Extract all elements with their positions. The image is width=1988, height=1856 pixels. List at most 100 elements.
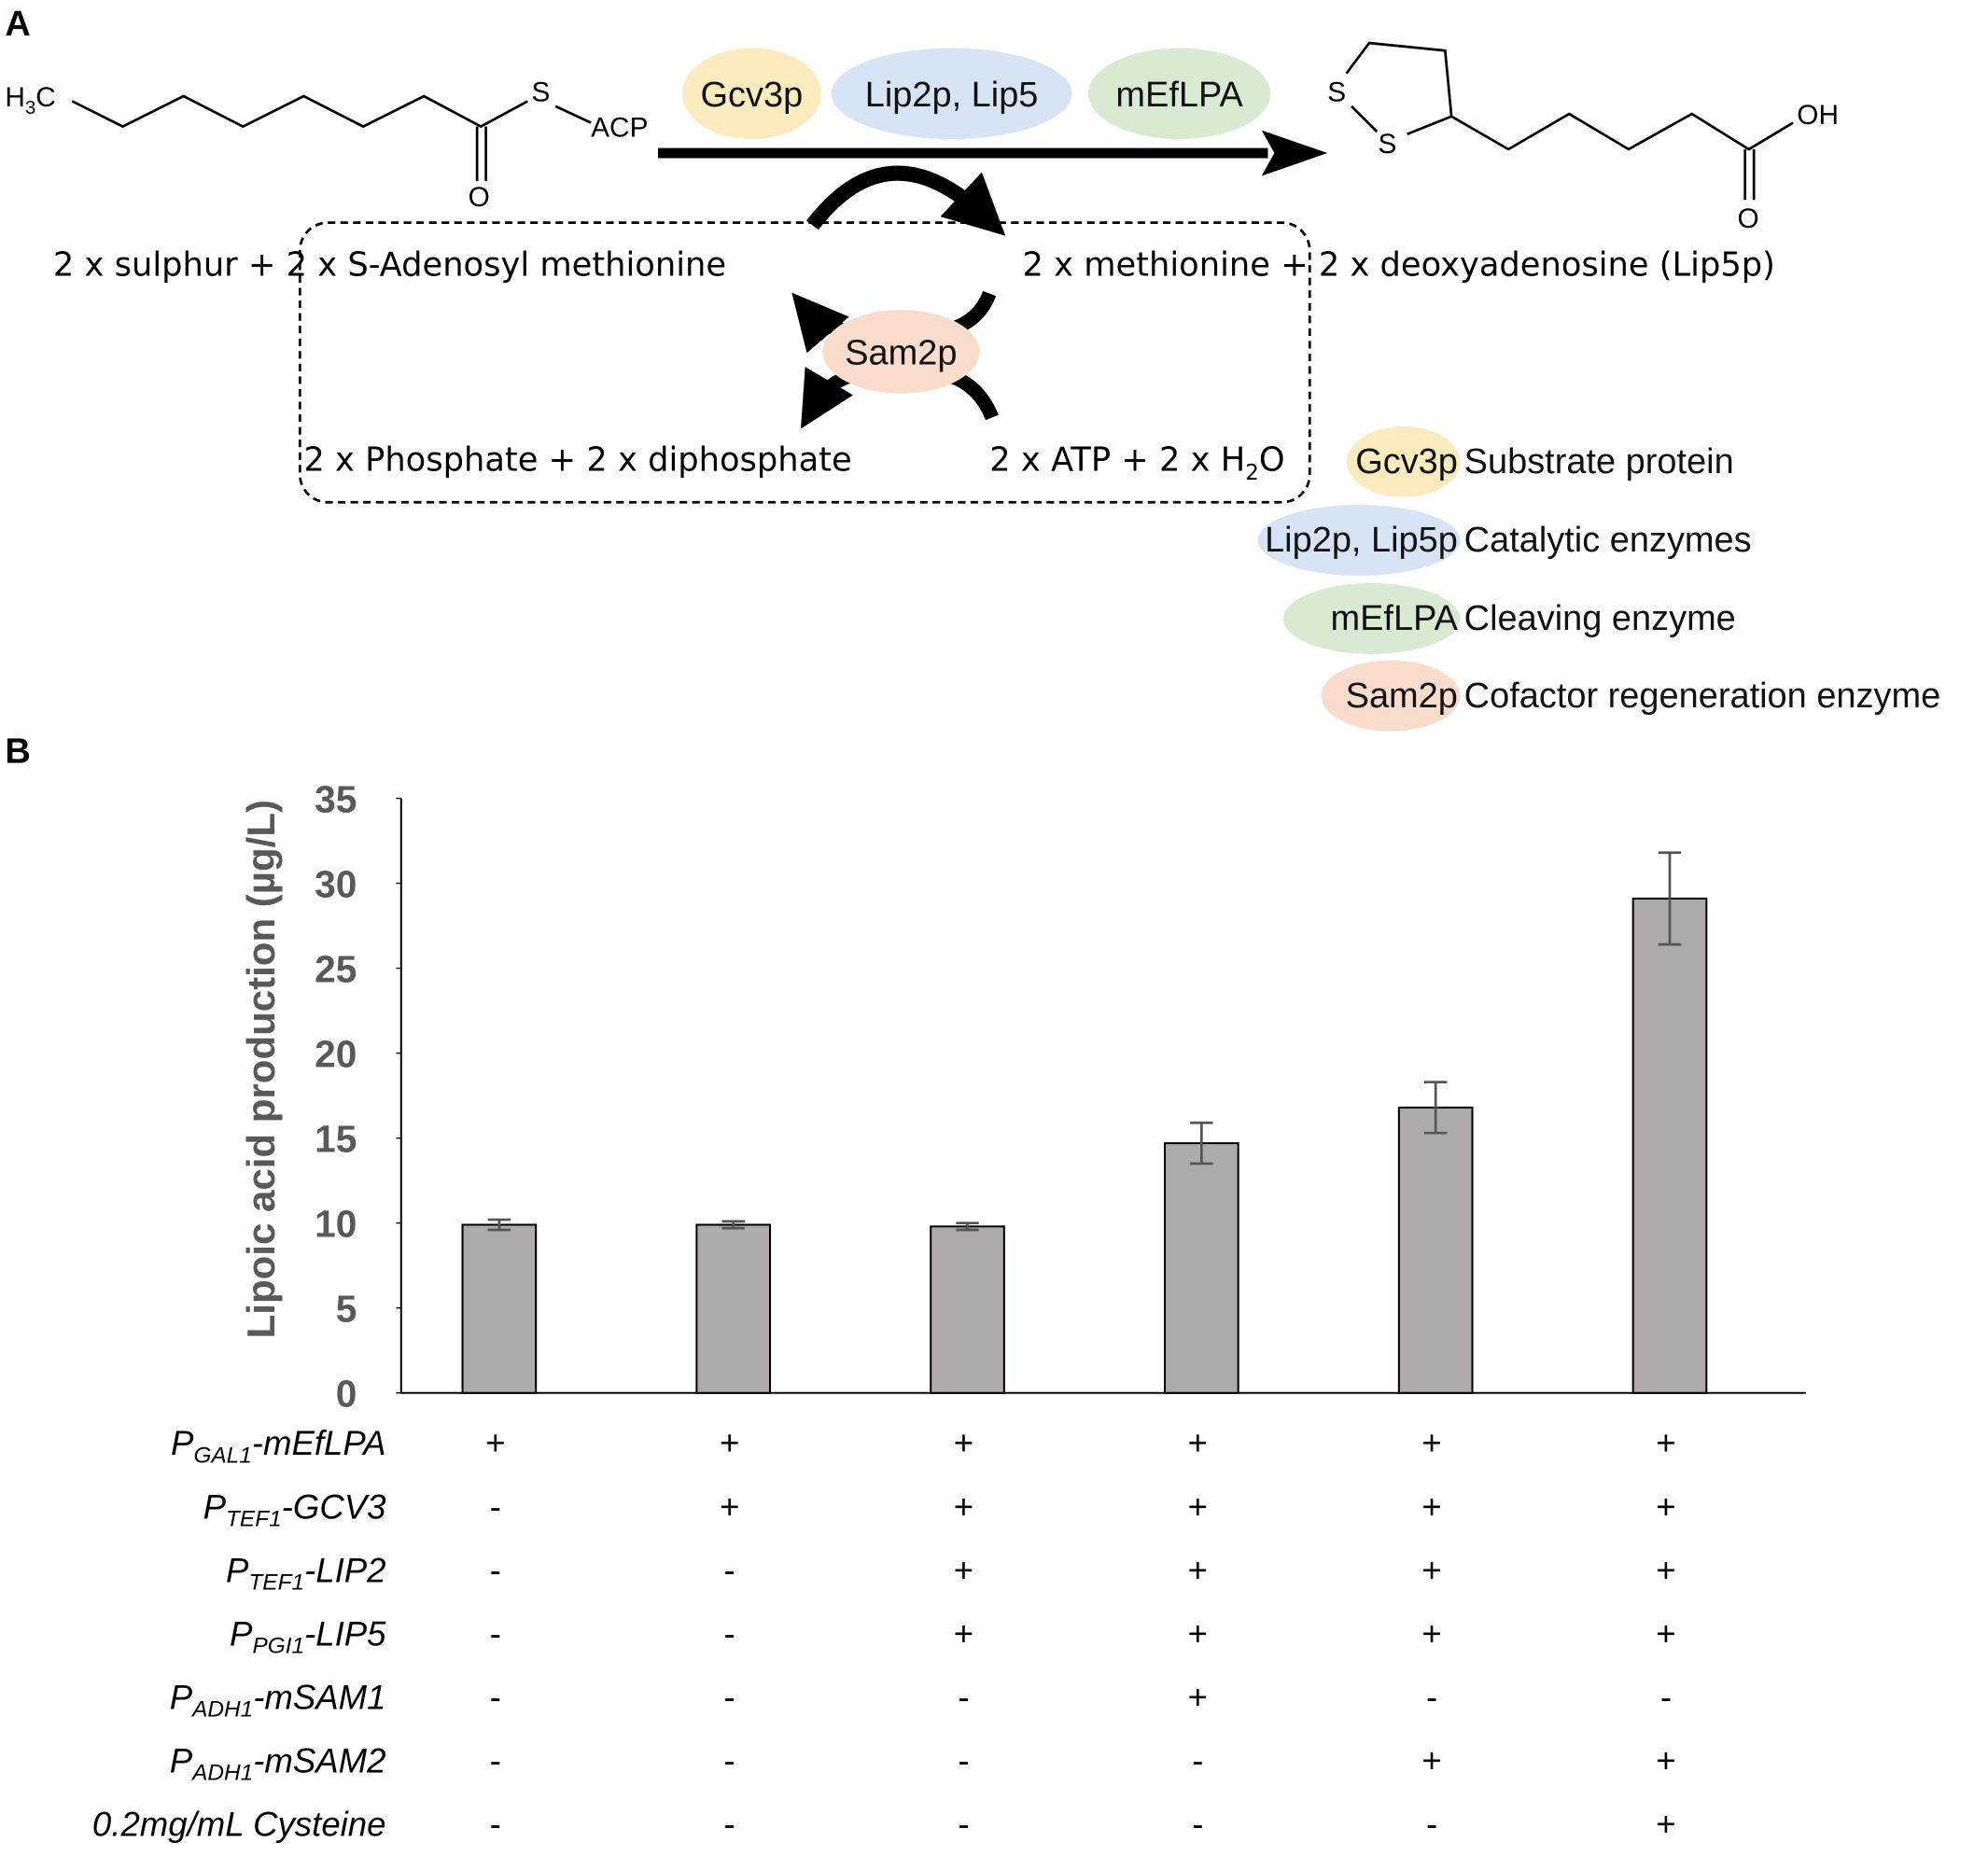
y-tick-label: 20: [315, 1033, 357, 1076]
bar: [1397, 1106, 1474, 1394]
condition-gene: 0.2mg/mL Cysteine: [92, 1806, 386, 1844]
condition-sign: -: [724, 1742, 735, 1780]
condition-prefix: P: [170, 1678, 193, 1716]
condition-sign: +: [1656, 1487, 1675, 1526]
y-tick-label: 30: [315, 862, 357, 905]
enzyme-label: Gcv3p: [701, 76, 804, 115]
substrate-structure: [71, 94, 592, 181]
condition-gene: -LIP2: [304, 1551, 385, 1589]
condition-sign: -: [1426, 1806, 1437, 1844]
condition-prefix: P: [226, 1551, 249, 1589]
condition-sign: -: [724, 1551, 735, 1589]
error-bar: [721, 1220, 745, 1230]
condition-gene: -mSAM1: [253, 1678, 385, 1716]
condition-label: PGAL1-mEfLPA: [171, 1424, 385, 1468]
curved-arrow: [805, 165, 1006, 236]
bar-chart: B Lipoic acid production (µg/L) 0 5 10 15 20…: [5, 733, 1806, 1844]
condition-sign: +: [1656, 1614, 1675, 1653]
condition-label: PTEF1-LIP2: [226, 1551, 386, 1595]
condition-sign: -: [958, 1678, 969, 1716]
condition-sign: -: [490, 1806, 501, 1844]
condition-prefix: P: [230, 1614, 253, 1653]
condition-sign: -: [490, 1742, 501, 1780]
legend-enzyme: mEfLPA: [1331, 599, 1459, 638]
panel-label: A: [5, 5, 30, 44]
legend: Gcv3p Substrate protein Lip2p, Lip5p Cataly…: [1257, 426, 1940, 732]
condition-sign: +: [485, 1424, 505, 1462]
enzyme-label: mEfLPA: [1115, 76, 1243, 115]
panel-label: B: [5, 733, 30, 772]
product-s1: S: [1327, 77, 1346, 107]
condition-sign: +: [1188, 1487, 1208, 1526]
regen-left: 2 x Phosphate + 2 x diphosphate: [303, 440, 851, 479]
condition-prefix: P: [171, 1424, 194, 1462]
condition-sign: +: [1421, 1424, 1441, 1462]
condition-sign: -: [490, 1678, 501, 1716]
bar: [1631, 897, 1708, 1394]
enzyme-bubble: [822, 310, 980, 394]
substrate-s: S: [531, 77, 550, 107]
condition-sign: -: [958, 1742, 969, 1780]
condition-sign: +: [720, 1424, 739, 1462]
legend-swatch: [1346, 426, 1461, 497]
condition-sign: -: [724, 1614, 735, 1653]
y-axis-label: Lipoic acid production (µg/L): [239, 800, 283, 1338]
condition-sign: -: [724, 1678, 735, 1716]
condition-sign: +: [1656, 1424, 1675, 1462]
condition-sign: +: [1188, 1424, 1208, 1462]
product-o: O: [1738, 203, 1759, 234]
enzyme-label: Sam2p: [845, 333, 957, 372]
condition-sign: +: [1421, 1614, 1441, 1653]
condition-sub: GAL1: [193, 1443, 251, 1468]
legend-enzyme: Sam2p: [1346, 677, 1458, 716]
condition-gene: -mEfLPA: [252, 1424, 386, 1462]
condition-sign: -: [1192, 1806, 1203, 1844]
enzyme-bubble: [1088, 48, 1271, 140]
condition-sign: +: [954, 1551, 973, 1589]
condition-sign: +: [1188, 1614, 1208, 1653]
condition-sign: +: [1656, 1551, 1675, 1589]
condition-sign: +: [1656, 1742, 1675, 1780]
legend-enzyme: Gcv3p: [1355, 442, 1458, 481]
legend-role: Substrate protein: [1464, 442, 1734, 481]
condition-gene: -GCV3: [282, 1487, 386, 1526]
condition-sub: ADH1: [190, 1761, 253, 1786]
y-tick-label: 10: [315, 1203, 357, 1246]
substrate-h3c: H3C: [5, 82, 55, 119]
substrate-acp: ACP: [591, 112, 648, 143]
legend-swatch: [1321, 660, 1461, 732]
y-tick-label: 5: [336, 1288, 357, 1331]
condition-gene: -LIP5: [304, 1614, 386, 1653]
condition-sub: TEF1: [248, 1570, 304, 1595]
condition-sub: ADH1: [190, 1697, 253, 1723]
condition-sign: +: [720, 1487, 739, 1526]
y-tick-label: 0: [336, 1373, 357, 1416]
condition-prefix: P: [170, 1742, 193, 1780]
condition-prefix: P: [203, 1487, 227, 1526]
condition-sign: +: [1656, 1806, 1675, 1844]
product-s2: S: [1378, 129, 1396, 160]
enzyme-bubble: [831, 48, 1072, 140]
bar: [1164, 1142, 1239, 1394]
bar: [695, 1223, 772, 1394]
condition-sign: -: [1192, 1742, 1203, 1780]
arrowhead: [1261, 130, 1328, 176]
condition-label: PADH1-mSAM2: [170, 1742, 386, 1786]
condition-gene: -mSAM2: [253, 1742, 385, 1780]
legend-role: Catalytic enzymes: [1464, 521, 1752, 560]
error-bar: [1658, 851, 1682, 946]
condition-label: PADH1-mSAM1: [170, 1678, 386, 1722]
legend-swatch: [1257, 504, 1461, 576]
condition-label: PPGI1-LIP5: [230, 1614, 386, 1658]
enzyme-bubble: [681, 48, 821, 140]
condition-label: PTEF1-GCV3: [203, 1487, 387, 1531]
condition-sign: +: [1421, 1742, 1441, 1780]
condition-sign: -: [724, 1806, 735, 1844]
legend-role: Cleaving enzyme: [1464, 599, 1736, 638]
condition-sign: -: [1426, 1678, 1437, 1716]
condition-sign: +: [1421, 1551, 1441, 1589]
legend-swatch: [1282, 583, 1461, 654]
bar: [461, 1223, 538, 1394]
